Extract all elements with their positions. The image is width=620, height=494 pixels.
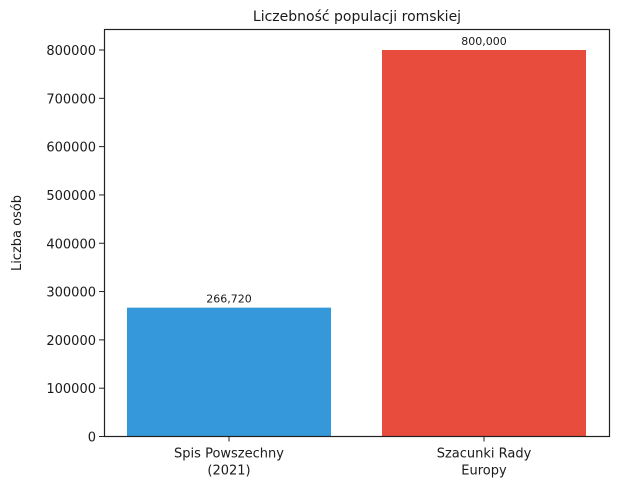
bar	[382, 50, 586, 437]
x-tick-label: Spis Powszechny	[174, 447, 284, 462]
x-tick-label: Szacunki Rady	[437, 447, 532, 462]
data-label: 800,000	[461, 35, 507, 48]
chart-title: Liczebność populacji romskiej	[253, 9, 461, 25]
x-tick-label: Europy	[461, 464, 507, 479]
y-tick-label: 0	[88, 431, 96, 446]
data-label: 266,720	[206, 293, 252, 306]
x-tick-label: (2021)	[207, 464, 250, 479]
y-tick-label: 100000	[46, 382, 96, 397]
bar	[127, 307, 331, 437]
y-tick-label: 800000	[46, 44, 96, 59]
plot-frame	[103, 28, 611, 438]
y-tick-label: 600000	[46, 141, 96, 156]
y-tick-label: 200000	[46, 334, 96, 349]
y-tick-label: 500000	[46, 189, 96, 204]
y-tick-label: 700000	[46, 92, 96, 107]
y-tick-label: 400000	[46, 237, 96, 252]
y-tick-label: 300000	[46, 286, 96, 301]
y-axis-label: Liczba osób	[10, 195, 25, 271]
